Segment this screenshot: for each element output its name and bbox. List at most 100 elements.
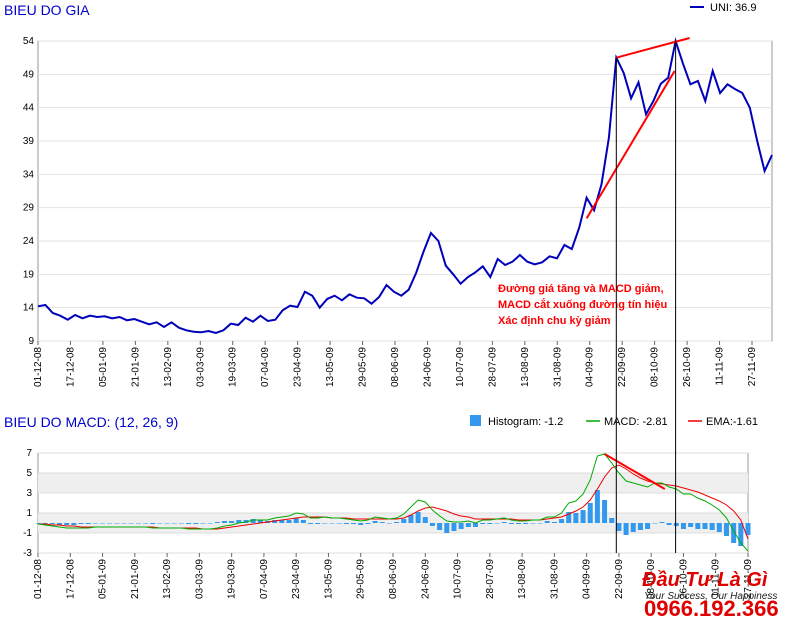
watermark: Đầu Tư Là Gì Your Success, Our Happiness… (642, 569, 779, 620)
histogram-bar (157, 523, 163, 524)
histogram-bar (630, 523, 636, 532)
histogram-bar (114, 523, 120, 524)
histogram-bar (200, 523, 206, 524)
histogram-bar (659, 522, 665, 523)
macd-x-tick-label: 17-12-08 (65, 559, 76, 599)
histogram-bar (379, 522, 385, 523)
histogram-bar (35, 523, 41, 524)
macd-panel: -3 -1 1 3 5 7 01-12-08 17-12-08 05-01-09 21-01-09… (23, 448, 754, 599)
macd-plot-area (37, 452, 749, 554)
price-plot-area (37, 40, 773, 342)
price-y-tick-label: 34 (23, 169, 35, 180)
watermark-phone: 0966.192.366 (644, 596, 779, 620)
histogram-bar (537, 523, 543, 524)
macd-x-tick-label: 13-05-09 (323, 559, 334, 599)
macd-x-tick-label: 23-04-09 (291, 559, 302, 599)
macd-x-tick-label: 19-03-09 (227, 559, 238, 599)
histogram-bar (214, 522, 220, 523)
price-x-tick-label: 24-06-09 (422, 347, 433, 387)
histogram-legend-label: Histogram: -1.2 (488, 416, 563, 428)
histogram-bar (193, 523, 199, 524)
price-x-tick-label: 29-05-09 (358, 347, 369, 387)
macd-y-tick-label: 1 (26, 508, 32, 519)
histogram-bar (429, 523, 435, 526)
histogram-bar (386, 523, 392, 524)
price-x-tick-label: 28-07-09 (487, 347, 498, 387)
histogram-bar (738, 523, 744, 546)
histogram-bar (472, 523, 478, 527)
histogram-bar (587, 503, 593, 523)
price-x-tick-label: 01-12-08 (33, 347, 44, 387)
histogram-bar (128, 523, 134, 524)
histogram-bar (437, 523, 443, 530)
histogram-bar (745, 523, 751, 535)
histogram-bar (508, 523, 514, 524)
histogram-bar (451, 523, 457, 531)
histogram-bar (107, 523, 113, 524)
price-x-tick-label: 27-11-09 (747, 347, 758, 387)
histogram-bar (494, 523, 500, 524)
histogram-bar (637, 523, 643, 530)
price-x-tick-label: 13-02-09 (163, 347, 174, 387)
price-lower-trendline (585, 70, 676, 219)
histogram-bar (343, 523, 349, 524)
histogram-bar (666, 523, 672, 525)
price-x-tick-label: 21-01-09 (130, 347, 141, 387)
price-y-tick-label: 29 (23, 203, 35, 214)
histogram-bar (716, 523, 722, 532)
price-x-tick-label: 11-11-09 (715, 347, 726, 386)
price-y-tick-label: 19 (23, 269, 35, 280)
price-x-tick-label: 13-05-09 (325, 347, 336, 387)
price-x-tick-label: 19-03-09 (228, 347, 239, 387)
histogram-bar (293, 518, 299, 523)
macd-x-tick-label: 04-09-09 (582, 559, 593, 599)
histogram-bar (723, 523, 729, 536)
histogram-bar (695, 523, 701, 529)
histogram-bar (544, 521, 550, 523)
price-x-tick-label: 26-10-09 (682, 347, 693, 387)
histogram-bar (351, 523, 357, 524)
histogram-bar (358, 523, 364, 525)
macd-x-tick-label: 24-06-09 (420, 559, 431, 599)
macd-x-tick-label: 13-08-09 (517, 559, 528, 599)
histogram-bar (594, 490, 600, 523)
macd-x-tick-label: 03-03-09 (194, 559, 205, 599)
histogram-bar (530, 523, 536, 524)
price-x-tick-label: 08-06-09 (390, 347, 401, 387)
macd-y-tick-label: 3 (26, 488, 32, 499)
price-y-tick-label: 39 (23, 136, 35, 147)
price-y-tick-label: 24 (23, 236, 35, 247)
histogram-bar (731, 523, 737, 543)
macd-x-tick-label: 08-10-09 (646, 559, 657, 599)
histogram-bar (408, 515, 414, 523)
annotation-line-3: Xác định chu kỳ giảm (498, 315, 611, 327)
ema-legend-label: EMA:-1.61 (706, 416, 758, 428)
histogram-bar (365, 523, 371, 524)
histogram-bar (458, 523, 464, 529)
histogram-bar (623, 523, 629, 535)
histogram-bar (487, 523, 493, 524)
histogram-bar (422, 517, 428, 523)
histogram-bar (709, 523, 715, 530)
annotation-line-2: MACD cắt xuống đường tín hiệu (498, 298, 667, 311)
macd-x-tick-label: 10-07-09 (453, 559, 464, 599)
histogram-bar (71, 523, 77, 525)
histogram-bar (566, 512, 572, 523)
histogram-bar (616, 523, 622, 531)
macd-x-tick-label: 01-12-08 (33, 559, 44, 599)
histogram-bar (480, 523, 486, 524)
histogram-bar (559, 519, 565, 523)
histogram-bar (336, 523, 342, 524)
histogram-bar (322, 523, 328, 524)
macd-x-tick-label: 22-09-09 (614, 559, 625, 599)
histogram-bar (135, 523, 141, 524)
histogram-bar (207, 523, 213, 524)
histogram-bar (143, 523, 149, 524)
histogram-bar (329, 523, 335, 524)
price-y-tick-label: 49 (23, 69, 35, 80)
histogram-bar (609, 518, 615, 523)
annotation-line-1: Đường giá tăng và MACD giảm, (498, 283, 664, 295)
histogram-bar (92, 523, 98, 524)
histogram-bar (516, 523, 522, 524)
histogram-bar (178, 523, 184, 524)
